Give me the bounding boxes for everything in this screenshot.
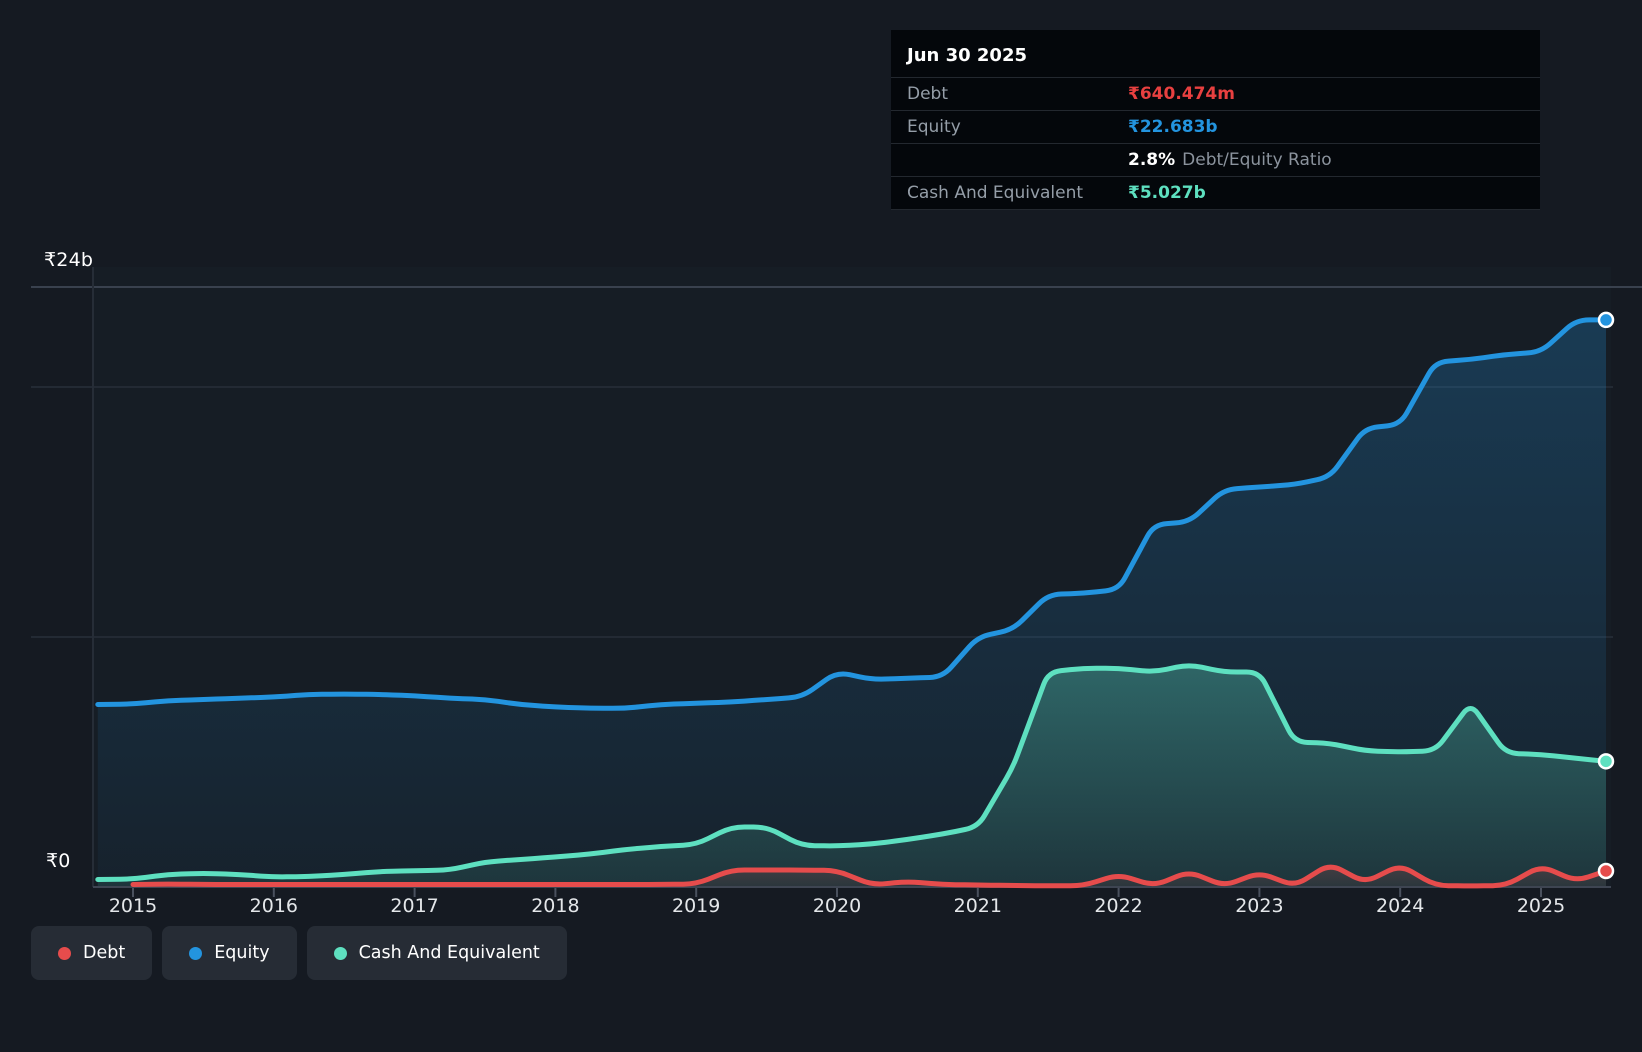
tooltip-row-equity: Equity ₹22.683b: [891, 111, 1540, 144]
equity-legend-dot-icon: [189, 946, 203, 960]
tooltip-date: Jun 30 2025: [891, 30, 1540, 78]
cash-line: [95, 663, 1609, 882]
x-axis-label-2023: 2023: [1235, 895, 1284, 917]
debt-end-marker: [1597, 862, 1615, 880]
legend-item-cash[interactable]: Cash And Equivalent: [306, 926, 567, 980]
x-axis-label-2019: 2019: [672, 895, 721, 917]
x-axis-label-2017: 2017: [390, 895, 439, 917]
tooltip-ratio-label: Debt/Equity Ratio: [1182, 150, 1332, 170]
x-axis-label-2018: 2018: [531, 895, 580, 917]
x-axis-label-2025: 2025: [1516, 895, 1566, 917]
legend-label: Cash And Equivalent: [358, 943, 540, 963]
x-axis-label-2015: 2015: [108, 895, 158, 917]
x-axis-label-2024: 2024: [1376, 895, 1425, 917]
tooltip-row-debt: Debt ₹640.474m: [891, 78, 1540, 111]
y-axis-label-zero: ₹0: [46, 850, 71, 872]
cash-area: [97, 665, 1606, 887]
x-axis-label-2022: 2022: [1094, 895, 1143, 917]
legend-item-debt[interactable]: Debt: [31, 926, 153, 980]
legend-label: Equity: [214, 943, 270, 963]
tooltip-cash-label: Cash And Equivalent: [907, 183, 1084, 203]
x-axis-label-2021: 2021: [953, 895, 1002, 917]
tooltip-row-cash: Cash And Equivalent ₹5.027b: [891, 177, 1540, 210]
y-axis-label-top: ₹24b: [44, 249, 94, 271]
legend: Debt Equity Cash And Equivalent: [31, 926, 567, 980]
cash-end-marker: [1597, 753, 1615, 770]
legend-item-equity[interactable]: Equity: [162, 926, 297, 980]
tooltip-row-ratio: 2.8% Debt/Equity Ratio: [891, 144, 1540, 177]
debt-line: [130, 864, 1609, 889]
equity-line: [95, 317, 1609, 711]
tooltip-debt-label: Debt: [907, 84, 949, 104]
debt-legend-dot-icon: [58, 946, 71, 960]
x-axis-label-2020: 2020: [812, 895, 862, 917]
tooltip-equity-value: ₹22.683b: [1128, 117, 1218, 137]
legend-label: Debt: [83, 943, 126, 963]
equity-end-marker: [1597, 311, 1615, 329]
x-axis-label-2016: 2016: [249, 895, 298, 917]
tooltip-equity-label: Equity: [907, 117, 961, 137]
tooltip-ratio-value: 2.8%: [1128, 150, 1176, 170]
tooltip-cash-value: ₹5.027b: [1128, 183, 1206, 203]
tooltip-card: Jun 30 2025 Debt ₹640.474m Equity ₹22.68…: [891, 30, 1540, 210]
cash-legend-dot-icon: [333, 946, 347, 960]
tooltip-debt-value: ₹640.474m: [1128, 84, 1235, 104]
